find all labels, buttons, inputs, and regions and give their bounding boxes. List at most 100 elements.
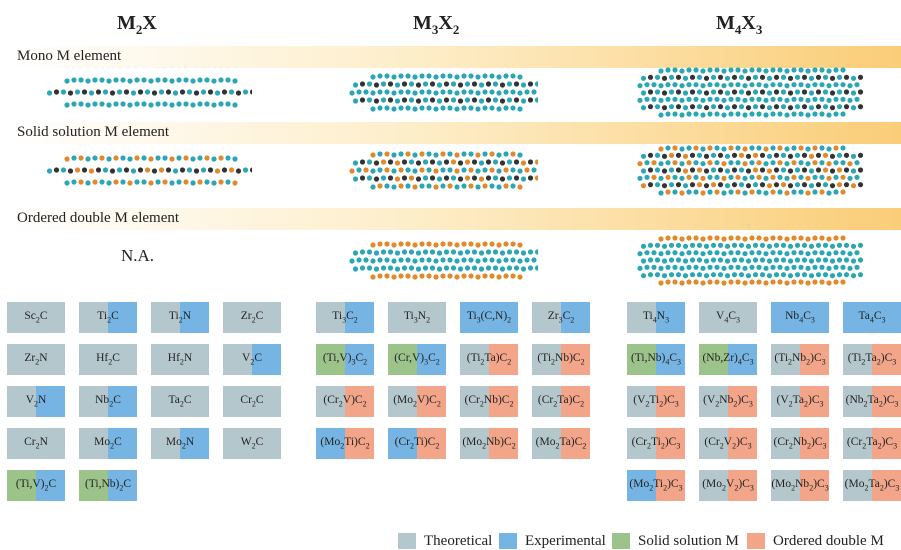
atom bbox=[822, 272, 829, 278]
atom bbox=[377, 273, 383, 279]
atom bbox=[682, 153, 689, 159]
atom bbox=[714, 67, 720, 73]
atom bbox=[836, 272, 843, 278]
atom bbox=[221, 89, 228, 95]
atom bbox=[735, 82, 741, 88]
atom bbox=[654, 74, 661, 80]
atom bbox=[405, 105, 411, 111]
compound-label: (V2Ti2)C3 bbox=[633, 394, 679, 409]
atom bbox=[433, 258, 439, 264]
atom bbox=[658, 146, 664, 152]
atom bbox=[468, 89, 474, 95]
atom bbox=[654, 182, 661, 188]
atom bbox=[707, 160, 713, 166]
atom bbox=[419, 257, 425, 263]
atom bbox=[826, 112, 832, 118]
atom bbox=[454, 152, 460, 158]
atom bbox=[805, 190, 811, 196]
atom bbox=[777, 189, 783, 195]
atom bbox=[204, 77, 210, 83]
atom bbox=[833, 67, 839, 73]
atom bbox=[665, 264, 671, 270]
atom bbox=[394, 266, 401, 272]
atom bbox=[654, 167, 661, 173]
atom bbox=[218, 155, 224, 161]
atom bbox=[749, 174, 755, 180]
atom bbox=[454, 106, 460, 112]
atom bbox=[211, 78, 217, 84]
atom bbox=[471, 265, 478, 271]
atom bbox=[749, 96, 755, 102]
compound-label: (Mo2Nb)C2 bbox=[462, 436, 516, 451]
atom bbox=[478, 82, 485, 88]
compound-cell: Cr2N bbox=[7, 428, 65, 459]
legend-theoretical: Theoretical bbox=[398, 533, 492, 549]
atom bbox=[756, 96, 762, 102]
atom bbox=[130, 90, 137, 96]
atom bbox=[405, 73, 411, 79]
atom bbox=[826, 265, 832, 271]
atom bbox=[749, 235, 755, 241]
atom bbox=[366, 265, 373, 271]
legend-label-ordered-double: Ordered double M bbox=[773, 532, 884, 549]
atom bbox=[415, 250, 422, 256]
atom bbox=[461, 257, 467, 263]
atom bbox=[485, 81, 492, 87]
atom bbox=[763, 146, 769, 152]
atom bbox=[815, 272, 822, 278]
atom bbox=[391, 152, 397, 158]
atom bbox=[682, 183, 689, 189]
atom bbox=[433, 168, 439, 174]
atom bbox=[447, 167, 453, 173]
atom bbox=[787, 258, 794, 264]
atom bbox=[67, 90, 74, 96]
atom bbox=[777, 67, 783, 73]
atom bbox=[661, 90, 668, 96]
atom bbox=[232, 78, 238, 84]
atom bbox=[123, 89, 130, 95]
atom bbox=[707, 174, 713, 180]
atom bbox=[461, 241, 467, 247]
atom bbox=[794, 242, 801, 248]
compound-label: Cr2N bbox=[24, 436, 48, 451]
atom bbox=[658, 83, 664, 89]
atom bbox=[808, 168, 815, 174]
atom bbox=[503, 73, 509, 79]
atom bbox=[640, 75, 647, 81]
atom bbox=[134, 179, 140, 185]
atom bbox=[766, 258, 773, 264]
atom bbox=[391, 168, 397, 174]
atom bbox=[843, 167, 850, 173]
atom bbox=[99, 101, 105, 107]
compound-cell: Zr3C2 bbox=[532, 302, 590, 333]
atom bbox=[721, 112, 727, 118]
atom bbox=[812, 67, 818, 73]
legend-solid-solution: Solid solution M bbox=[612, 533, 739, 549]
atom bbox=[412, 274, 418, 280]
atom bbox=[780, 182, 787, 188]
atom bbox=[794, 167, 801, 173]
atom bbox=[165, 89, 172, 95]
atom bbox=[531, 167, 537, 173]
atom bbox=[647, 167, 654, 173]
atom bbox=[197, 155, 203, 161]
atom bbox=[78, 77, 84, 83]
atom bbox=[415, 160, 422, 166]
atom bbox=[668, 272, 675, 278]
atom bbox=[489, 105, 495, 111]
atom bbox=[352, 82, 359, 88]
atom bbox=[840, 145, 846, 151]
compound-label: Ta2C bbox=[168, 394, 192, 409]
crystal-m3x2-solid-solution bbox=[349, 151, 538, 190]
atom bbox=[703, 168, 710, 174]
atom bbox=[426, 73, 432, 79]
atom bbox=[651, 96, 657, 102]
compound-cell: Hf2C bbox=[79, 344, 137, 375]
atom bbox=[485, 249, 492, 255]
atom bbox=[127, 102, 133, 108]
atom bbox=[172, 90, 179, 96]
atom bbox=[377, 151, 383, 157]
compound-cell: (Cr2Nb)C2 bbox=[460, 386, 518, 417]
atom bbox=[801, 89, 808, 95]
atom bbox=[696, 74, 703, 80]
